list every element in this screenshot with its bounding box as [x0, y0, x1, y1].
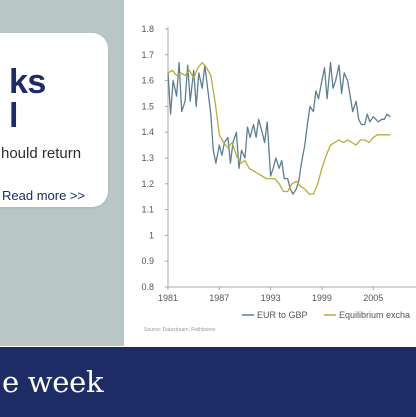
y-tick-label: 0.8 [141, 282, 154, 292]
x-tick-label: 1993 [261, 293, 281, 303]
series-line-eur-gbp [167, 61, 391, 195]
y-tick-label: 1.7 [141, 50, 154, 60]
y-tick-label: 1.3 [141, 153, 154, 163]
promo-text: hould return [1, 145, 82, 162]
y-tick-label: 1.6 [141, 76, 154, 86]
legend-item-eur-gbp: EUR to GBP [257, 310, 308, 320]
x-tick-label: 2005 [363, 293, 383, 303]
x-tick-label: 1999 [312, 293, 332, 303]
y-tick-label: 1.2 [141, 179, 154, 189]
y-tick-label: 1.1 [141, 205, 154, 215]
chart-axes: 0.8 0.9 1 1.1 1.2 1.3 1.4 1.5 1.6 1.7 1.8 1981 1987 1… [141, 24, 416, 303]
x-tick-label: 1987 [209, 293, 229, 303]
chart-area: 0.8 0.9 1 1.1 1.2 1.3 1.4 1.5 1.6 1.7 1.8 1981 1987 1… [124, 0, 416, 346]
banner-title: e week [2, 365, 104, 399]
chart-legend: EUR to GBP Equilibrium excha [242, 310, 410, 320]
bottom-banner: e week [0, 346, 416, 417]
y-tick-label: 1.8 [141, 24, 154, 34]
read-more-link[interactable]: Read more >> [2, 188, 86, 203]
promo-panel: ks l hould return Read more >> [0, 0, 124, 346]
promo-title: ks l [9, 63, 46, 135]
chart-source: Source: Datastream, Rathbones [144, 327, 216, 333]
chart-lines [167, 61, 391, 195]
promo-card: ks l hould return Read more >> [0, 33, 108, 207]
y-tick-label: 1.5 [141, 101, 154, 111]
series-line-equilibrium [167, 61, 391, 195]
y-tick-label: 1.4 [141, 127, 154, 137]
line-chart: 0.8 0.9 1 1.1 1.2 1.3 1.4 1.5 1.6 1.7 1.8 1981 1987 1… [141, 24, 416, 333]
y-tick-label: 1 [149, 230, 154, 240]
legend-item-equilibrium: Equilibrium excha [339, 310, 410, 320]
x-tick-label: 1981 [158, 293, 178, 303]
y-tick-label: 0.9 [141, 256, 154, 266]
